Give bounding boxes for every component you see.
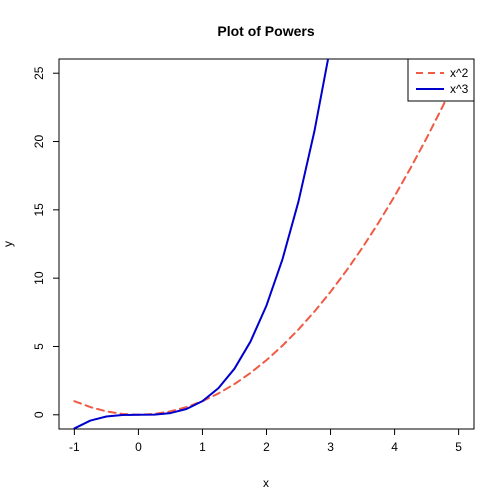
series-layer xyxy=(73,59,460,429)
x-tick-label: -1 xyxy=(69,440,80,454)
y-tick-label: 25 xyxy=(32,66,46,80)
x-tick-label: 2 xyxy=(263,440,270,454)
y-tick-label: 5 xyxy=(32,343,46,350)
x-axis: -1 0 1 2 3 4 5 xyxy=(69,429,462,454)
x-tick-label: 4 xyxy=(391,440,398,454)
y-tick-label: 15 xyxy=(32,203,46,217)
series-line-x2 xyxy=(73,72,460,416)
legend-label-x3: x^3 xyxy=(450,82,469,96)
y-tick-label: 10 xyxy=(32,271,46,285)
plot-area-frame xyxy=(58,58,475,430)
legend-label-x2: x^2 xyxy=(450,66,469,80)
y-tick-label: 0 xyxy=(32,411,46,418)
x-tick-label: 0 xyxy=(135,440,142,454)
legend: x^2 x^3 xyxy=(407,58,475,102)
legend-box xyxy=(407,58,475,102)
y-axis: 0 5 10 15 20 25 xyxy=(32,66,59,418)
x-tick-label: 5 xyxy=(455,440,462,454)
x-tick-label: 1 xyxy=(199,440,206,454)
x-tick-label: 3 xyxy=(327,440,334,454)
x-axis-label: x xyxy=(263,476,269,490)
y-tick-label: 20 xyxy=(32,135,46,149)
y-axis-label: y xyxy=(1,241,15,247)
chart-title: Plot of Powers xyxy=(217,23,314,39)
series-line-x3 xyxy=(73,59,330,429)
